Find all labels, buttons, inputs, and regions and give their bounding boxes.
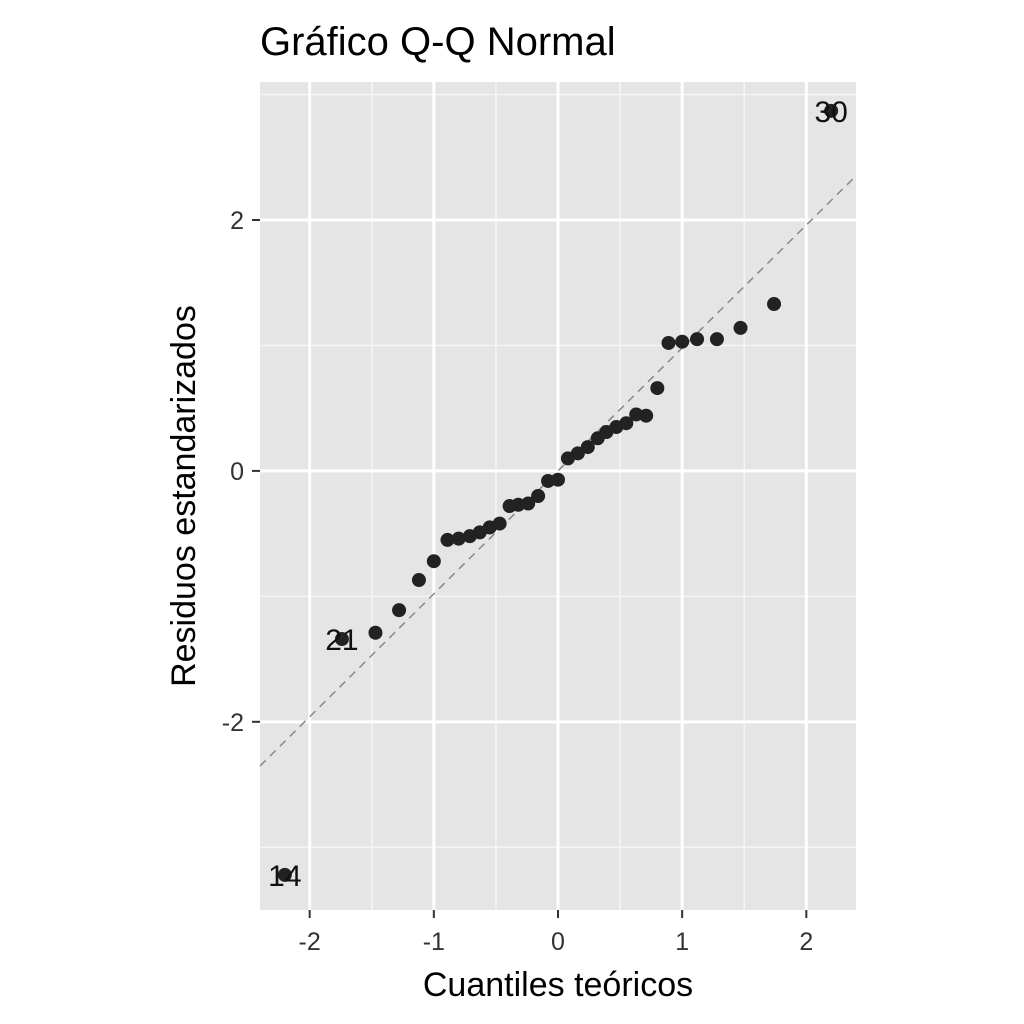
- data-point: [426, 554, 441, 569]
- data-point: [733, 320, 748, 335]
- x-tick-label: 1: [675, 928, 689, 956]
- data-point: [551, 472, 565, 487]
- data-point: [411, 573, 426, 588]
- data-point: [675, 334, 690, 349]
- data-point: [531, 489, 546, 503]
- x-axis-label: Cuantiles teóricos: [423, 966, 693, 1004]
- data-point: [824, 103, 839, 118]
- y-tick-label: -2: [222, 709, 244, 737]
- major-gridlines: [260, 82, 856, 910]
- data-point: [492, 516, 507, 531]
- x-tick-label: -2: [299, 928, 321, 956]
- x-tick-label: 2: [799, 928, 813, 956]
- x-tick-label: 0: [551, 928, 565, 956]
- data-point: [277, 867, 292, 882]
- data-point: [580, 440, 595, 455]
- point-label-21: 21: [325, 624, 358, 657]
- data-point: [368, 625, 383, 640]
- data-point: [334, 632, 349, 647]
- data-point: [619, 416, 634, 431]
- data-point: [440, 532, 455, 547]
- point-labels: 14 21 30: [268, 96, 848, 893]
- data-point: [767, 297, 782, 312]
- point-label-14: 14: [268, 860, 301, 893]
- point-label-30: 30: [814, 96, 847, 129]
- x-tick-label: -1: [423, 928, 445, 956]
- y-axis: -2 0 2: [222, 207, 260, 737]
- data-point: [451, 531, 466, 546]
- data-point: [570, 446, 585, 461]
- data-point: [650, 381, 665, 396]
- y-tick-label: 2: [230, 207, 244, 235]
- y-tick-label: 0: [230, 458, 244, 486]
- data-point: [639, 408, 654, 423]
- data-point: [661, 335, 676, 350]
- data-points: [277, 103, 839, 882]
- x-axis: -2 -1 0 1 2: [299, 910, 813, 956]
- data-point: [521, 496, 536, 511]
- data-point: [709, 332, 724, 347]
- y-axis-label: Residuos estandarizados: [165, 305, 203, 687]
- data-point: [690, 332, 705, 347]
- data-point: [392, 603, 407, 618]
- chart-title: Gráfico Q-Q Normal: [260, 20, 616, 64]
